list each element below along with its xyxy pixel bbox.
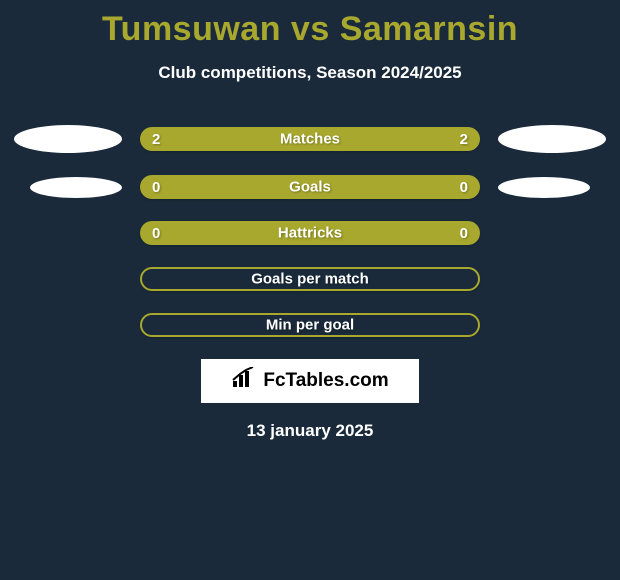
stat-left-value: 0	[152, 179, 160, 196]
stat-bar: 0 0 Goals	[140, 175, 480, 199]
stat-left-value: 0	[152, 225, 160, 242]
stat-right-value: 2	[460, 131, 468, 148]
stat-row: 2 2 Matches	[0, 125, 620, 153]
right-spacer	[498, 279, 606, 280]
right-ellipse	[498, 125, 606, 153]
right-spacer	[498, 325, 606, 326]
left-ellipse	[14, 125, 122, 153]
stat-label: Hattricks	[278, 225, 342, 242]
stat-label: Goals	[289, 179, 331, 196]
right-ellipse	[498, 177, 590, 198]
stat-row: Min per goal	[0, 313, 620, 337]
stat-row: 0 0 Hattricks	[0, 221, 620, 245]
page-title: Tumsuwan vs Samarnsin	[0, 0, 620, 49]
stat-left-value: 2	[152, 131, 160, 148]
stat-rows: 2 2 Matches 0 0 Goals 0 0 Hattricks Goals per mat…	[0, 125, 620, 337]
left-spacer	[14, 279, 122, 280]
stat-right-value: 0	[460, 179, 468, 196]
stat-label: Min per goal	[266, 317, 354, 334]
date-text: 13 january 2025	[0, 421, 620, 441]
stat-bar: Min per goal	[140, 313, 480, 337]
stat-label: Matches	[280, 131, 340, 148]
branding-text: FcTables.com	[263, 370, 388, 392]
comparison-infographic: Tumsuwan vs Samarnsin Club competitions,…	[0, 0, 620, 580]
branding-badge: FcTables.com	[201, 359, 419, 403]
stat-row: Goals per match	[0, 267, 620, 291]
stat-row: 0 0 Goals	[0, 175, 620, 199]
page-subtitle: Club competitions, Season 2024/2025	[0, 63, 620, 83]
stat-right-value: 0	[460, 225, 468, 242]
bars-icon	[231, 367, 257, 395]
left-spacer	[14, 233, 122, 234]
stat-bar: Goals per match	[140, 267, 480, 291]
stat-bar: 2 2 Matches	[140, 127, 480, 151]
left-ellipse	[30, 177, 122, 198]
stat-label: Goals per match	[251, 271, 369, 288]
left-spacer	[14, 325, 122, 326]
right-spacer	[498, 233, 606, 234]
stat-bar: 0 0 Hattricks	[140, 221, 480, 245]
